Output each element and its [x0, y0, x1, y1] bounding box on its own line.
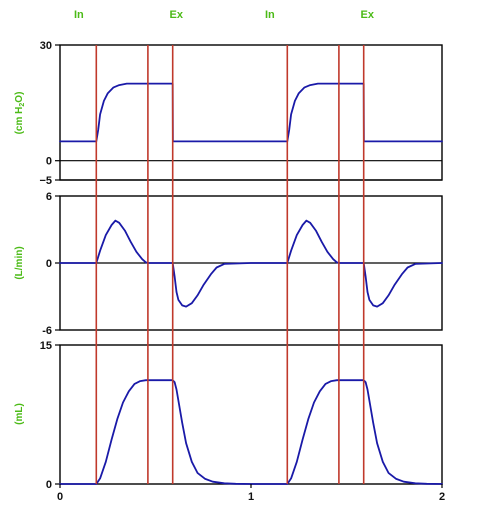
phase-label-in: In — [74, 9, 84, 21]
panel-frame — [59, 44, 443, 181]
phase-label-ex: Ex — [170, 9, 184, 21]
y-axis-label-main: (cm H — [14, 107, 25, 135]
y-tick-label: 0 — [46, 479, 52, 491]
waveform-series-1 — [59, 82, 443, 143]
phase-label-layer: In Ex In Ex — [74, 9, 375, 21]
y-tick-label: 0 — [46, 258, 52, 270]
y-tick-label: -6 — [42, 325, 52, 337]
x-axis-layer: 0 1 2 — [57, 484, 445, 503]
y-axis-label: (mL) — [14, 403, 25, 425]
x-tick-label: 0 — [57, 491, 63, 503]
panel-3: 15 0 (mL) — [14, 340, 443, 491]
y-tick-label: 6 — [46, 191, 52, 203]
phase-label-ex: Ex — [361, 9, 375, 21]
y-axis-label-subscript: 2 — [19, 103, 26, 107]
panel-1: 30 0 −5 (cm H2O) — [14, 40, 443, 187]
y-tick-label: 30 — [40, 40, 52, 52]
panel-layer: 30 0 −5 (cm H2O) 6 0 -6 (L/min) 15 0 (mL) — [14, 40, 443, 491]
y-axis-label: (cm H2O) — [14, 92, 26, 135]
y-axis-label: (L/min) — [14, 246, 25, 279]
waveform-series-1 — [59, 379, 443, 485]
waveform-series-1 — [59, 219, 443, 308]
phase-label-in: In — [265, 9, 275, 21]
y-tick-label: −5 — [39, 175, 52, 187]
panel-frame — [59, 344, 443, 485]
y-axis-label-end: O) — [14, 92, 25, 103]
panel-2: 6 0 -6 (L/min) — [14, 191, 443, 337]
x-tick-label: 2 — [439, 491, 445, 503]
phase-marker-layer — [95, 45, 365, 484]
y-tick-label: 0 — [46, 156, 52, 168]
y-tick-label: 15 — [40, 340, 52, 352]
x-tick-label: 1 — [248, 491, 254, 503]
